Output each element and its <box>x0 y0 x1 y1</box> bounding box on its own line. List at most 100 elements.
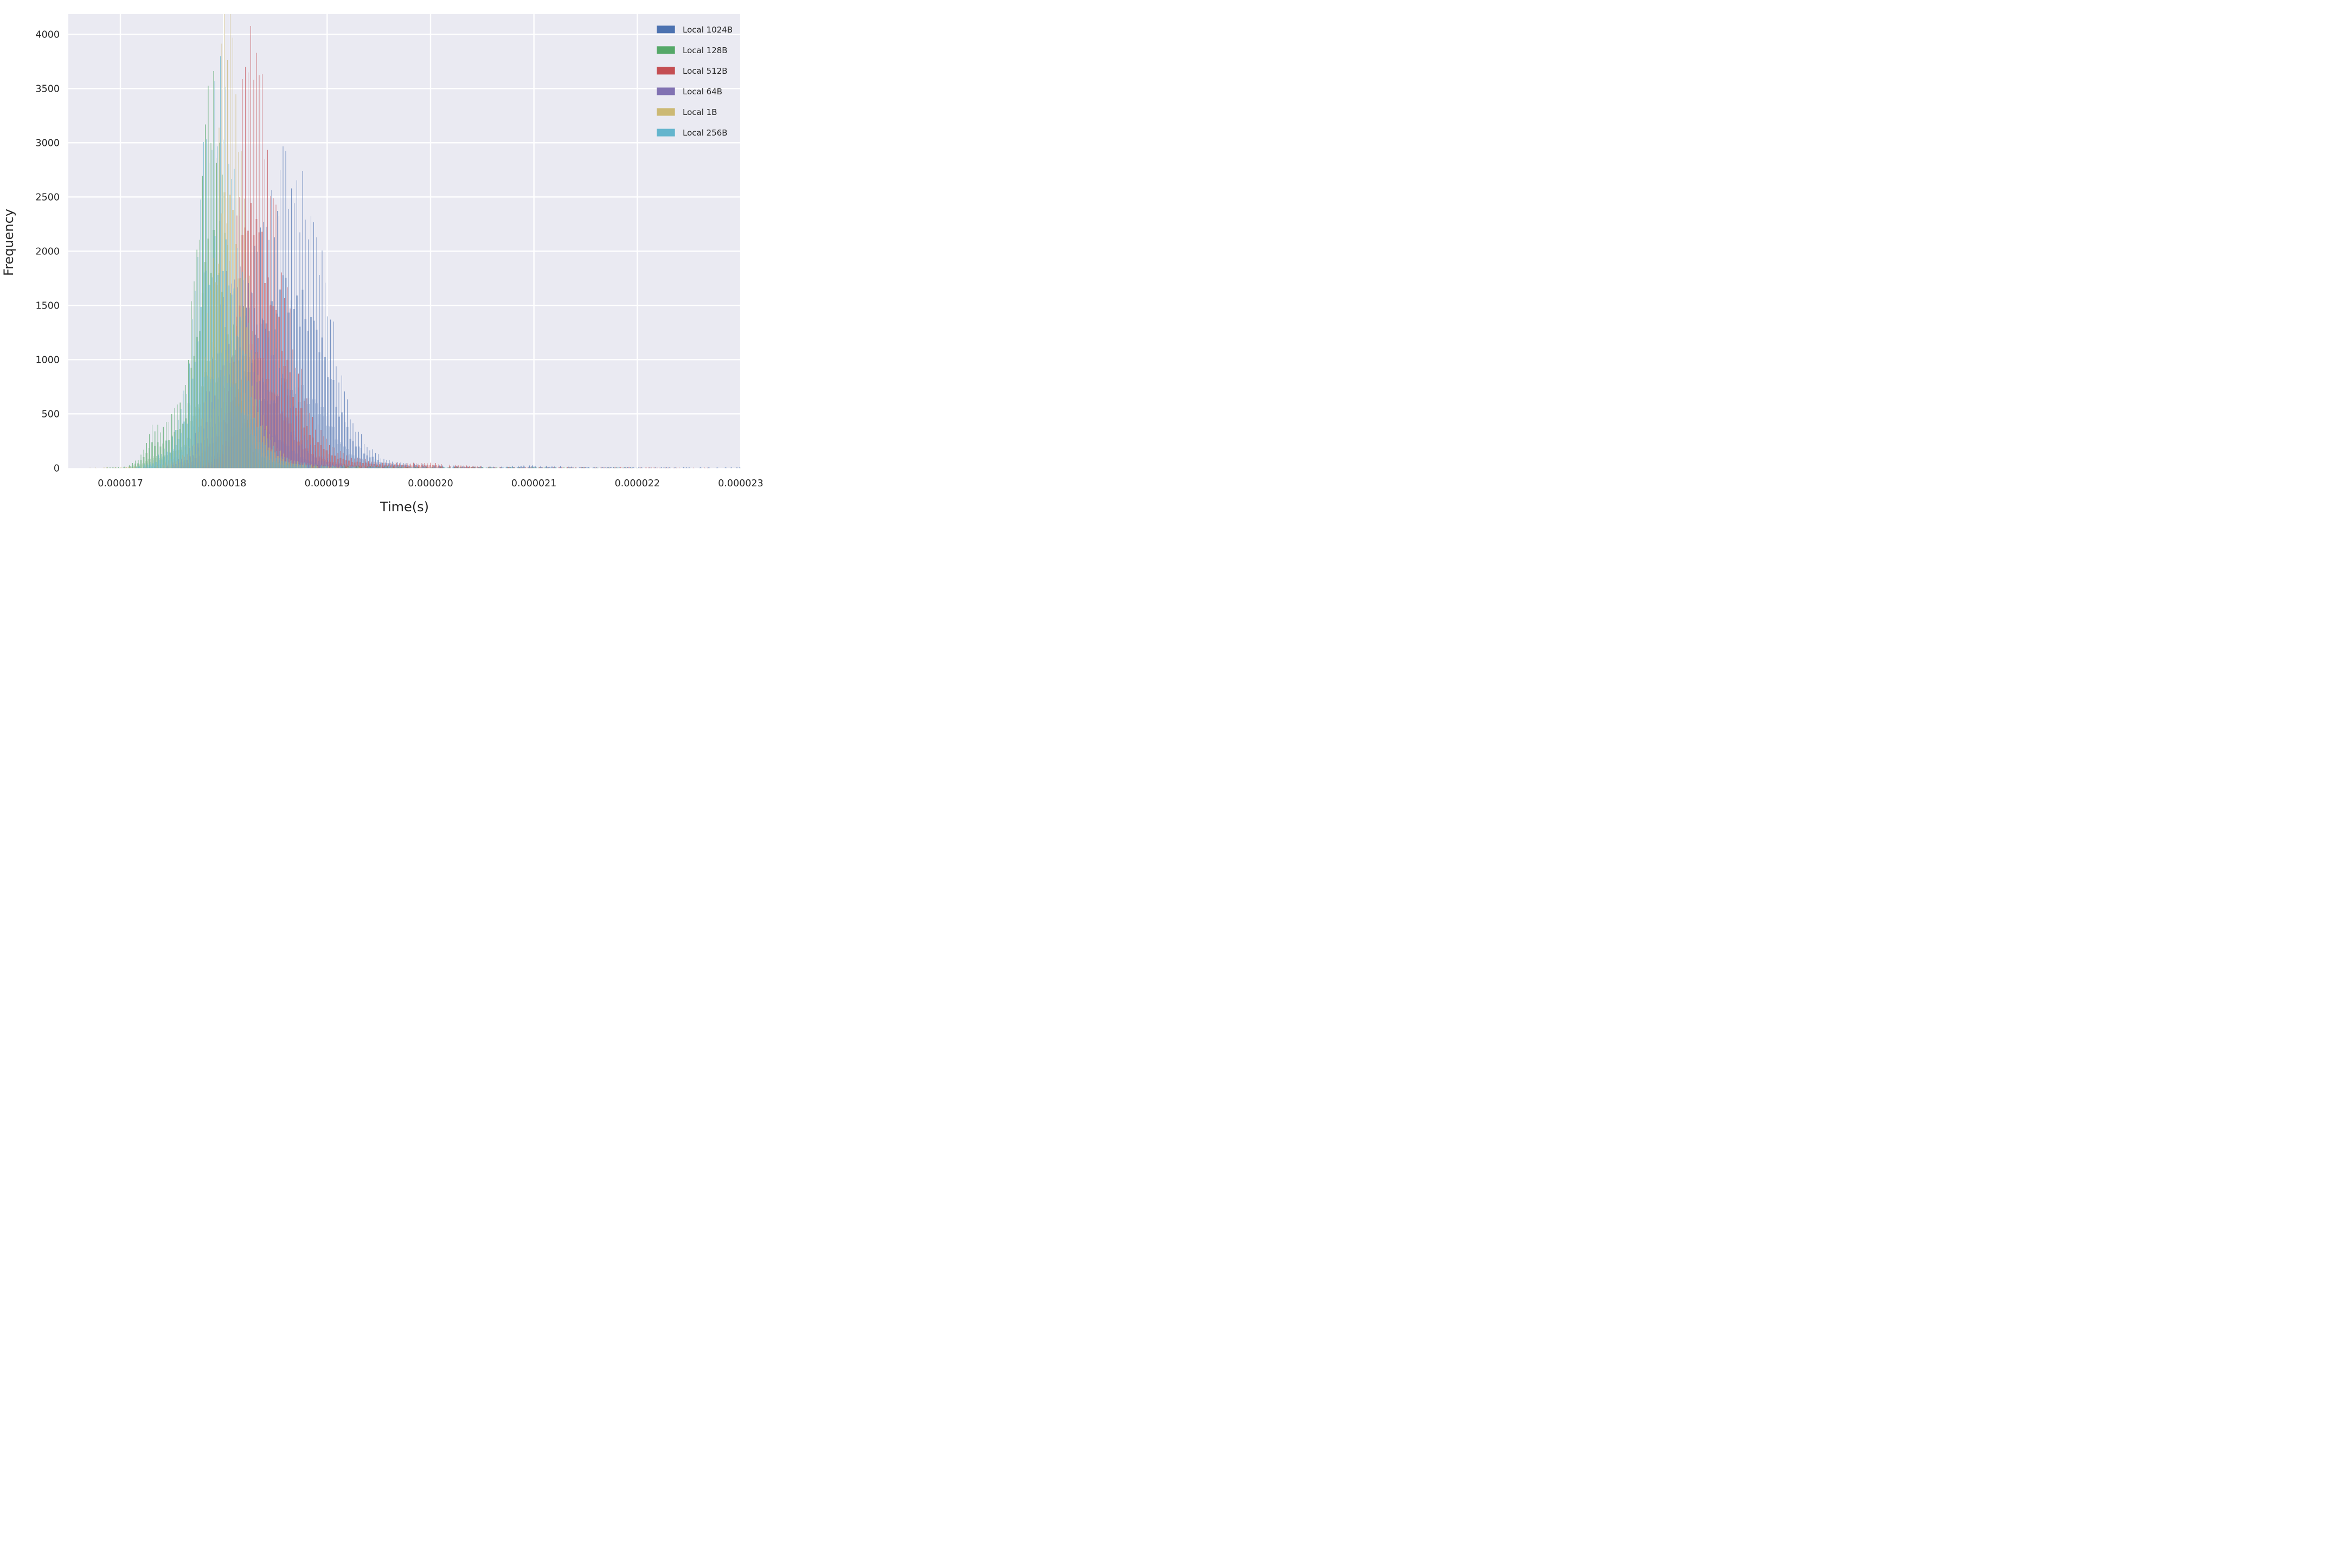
histogram-bar <box>364 465 365 468</box>
histogram-bar <box>131 466 132 468</box>
histogram-bar <box>139 464 140 468</box>
histogram-bar <box>182 454 183 468</box>
histogram-bar <box>300 457 301 468</box>
histogram-bar <box>401 465 402 468</box>
histogram-bar <box>330 463 331 468</box>
histogram-bar <box>134 464 136 468</box>
histogram-bar <box>478 467 479 468</box>
histogram-bar <box>391 466 393 468</box>
histogram-bar <box>217 146 218 468</box>
histogram-bar <box>147 465 149 468</box>
histogram-bar <box>630 467 631 468</box>
legend-entry: Local 64B <box>657 87 722 97</box>
histogram-bar <box>288 459 290 468</box>
histogram-bar <box>473 466 474 468</box>
histogram-bar <box>195 362 196 468</box>
histogram-bar <box>213 258 214 468</box>
histogram-bar <box>322 459 323 468</box>
histogram-bar <box>325 357 326 468</box>
histogram-bar <box>489 467 490 468</box>
histogram-bar <box>297 441 298 468</box>
histogram-bar <box>430 467 431 468</box>
histogram-bar <box>656 467 657 468</box>
histogram-bar <box>337 439 338 468</box>
histogram-bar <box>539 467 540 468</box>
histogram-bar <box>356 461 357 468</box>
histogram-bar <box>175 430 176 468</box>
histogram-bar <box>587 467 588 468</box>
histogram-bar <box>628 467 630 468</box>
histogram-bar <box>194 281 195 468</box>
histogram-bar <box>555 467 556 468</box>
histogram-bar <box>319 465 320 468</box>
histogram-bar <box>389 460 390 468</box>
histogram-bar <box>434 466 435 468</box>
histogram-bar <box>179 428 180 468</box>
histogram-bar <box>435 467 437 468</box>
histogram-bar <box>541 467 542 468</box>
histogram-bar <box>541 466 542 468</box>
histogram-bar <box>185 385 187 468</box>
histogram-bar <box>299 445 300 468</box>
histogram-bar <box>386 466 387 468</box>
histogram-bar <box>466 465 467 468</box>
histogram-bar <box>400 467 401 468</box>
histogram-bar <box>475 467 476 468</box>
histogram-bar <box>406 467 407 468</box>
histogram-bar <box>226 239 227 468</box>
histogram-bar <box>145 461 146 468</box>
histogram-bar <box>334 427 335 468</box>
histogram-bar <box>338 416 339 468</box>
histogram-bar <box>363 463 364 468</box>
histogram-bar <box>533 467 534 468</box>
histogram-bar <box>332 465 333 468</box>
histogram-bar <box>285 416 286 468</box>
histogram-bar <box>325 467 326 468</box>
histogram-bar <box>265 329 266 468</box>
histogram-series-local-256b <box>134 56 633 468</box>
histogram-bar <box>204 376 206 468</box>
histogram-bar <box>327 466 328 468</box>
histogram-bar <box>138 463 139 468</box>
histogram-bar <box>459 467 460 468</box>
histogram-bar <box>432 467 433 468</box>
histogram-bar <box>344 467 345 468</box>
histogram-bar <box>322 465 323 468</box>
histogram-bar <box>389 467 390 468</box>
histogram-bar <box>417 466 418 468</box>
histogram-bar <box>182 451 183 468</box>
histogram-bar <box>425 467 426 468</box>
histogram-bar <box>378 464 380 468</box>
histogram-bar <box>208 285 209 468</box>
histogram-bar <box>407 463 408 468</box>
gridlines <box>68 14 742 468</box>
histogram-bar <box>130 466 131 468</box>
histogram-bar <box>126 467 127 468</box>
histogram-bar <box>209 285 210 468</box>
histogram-bar <box>278 458 279 468</box>
histogram-bar <box>253 80 254 468</box>
histogram-bar <box>307 440 308 468</box>
legend-entry: Local 1B <box>657 107 717 117</box>
histogram-bar <box>236 336 237 468</box>
histogram-bar <box>156 455 157 468</box>
histogram-bar <box>318 455 319 468</box>
histogram-bar <box>280 465 281 468</box>
histogram-bar <box>95 467 96 468</box>
histogram-bar <box>115 467 117 468</box>
histogram-bar <box>145 467 146 468</box>
histogram-bar <box>373 457 374 468</box>
histogram-bar <box>311 453 312 468</box>
histogram-bar <box>424 463 425 468</box>
histogram-bar <box>353 467 354 468</box>
histogram-bar <box>173 449 174 468</box>
histogram-bar <box>166 440 168 468</box>
histogram-bar <box>409 466 410 468</box>
histogram-bar <box>366 455 367 468</box>
histogram-bar <box>177 404 178 468</box>
histogram-bar <box>297 295 298 468</box>
histogram-bar <box>301 428 303 468</box>
histogram-bar <box>187 423 188 468</box>
histogram-bar <box>338 462 339 468</box>
histogram-bar <box>115 467 117 468</box>
